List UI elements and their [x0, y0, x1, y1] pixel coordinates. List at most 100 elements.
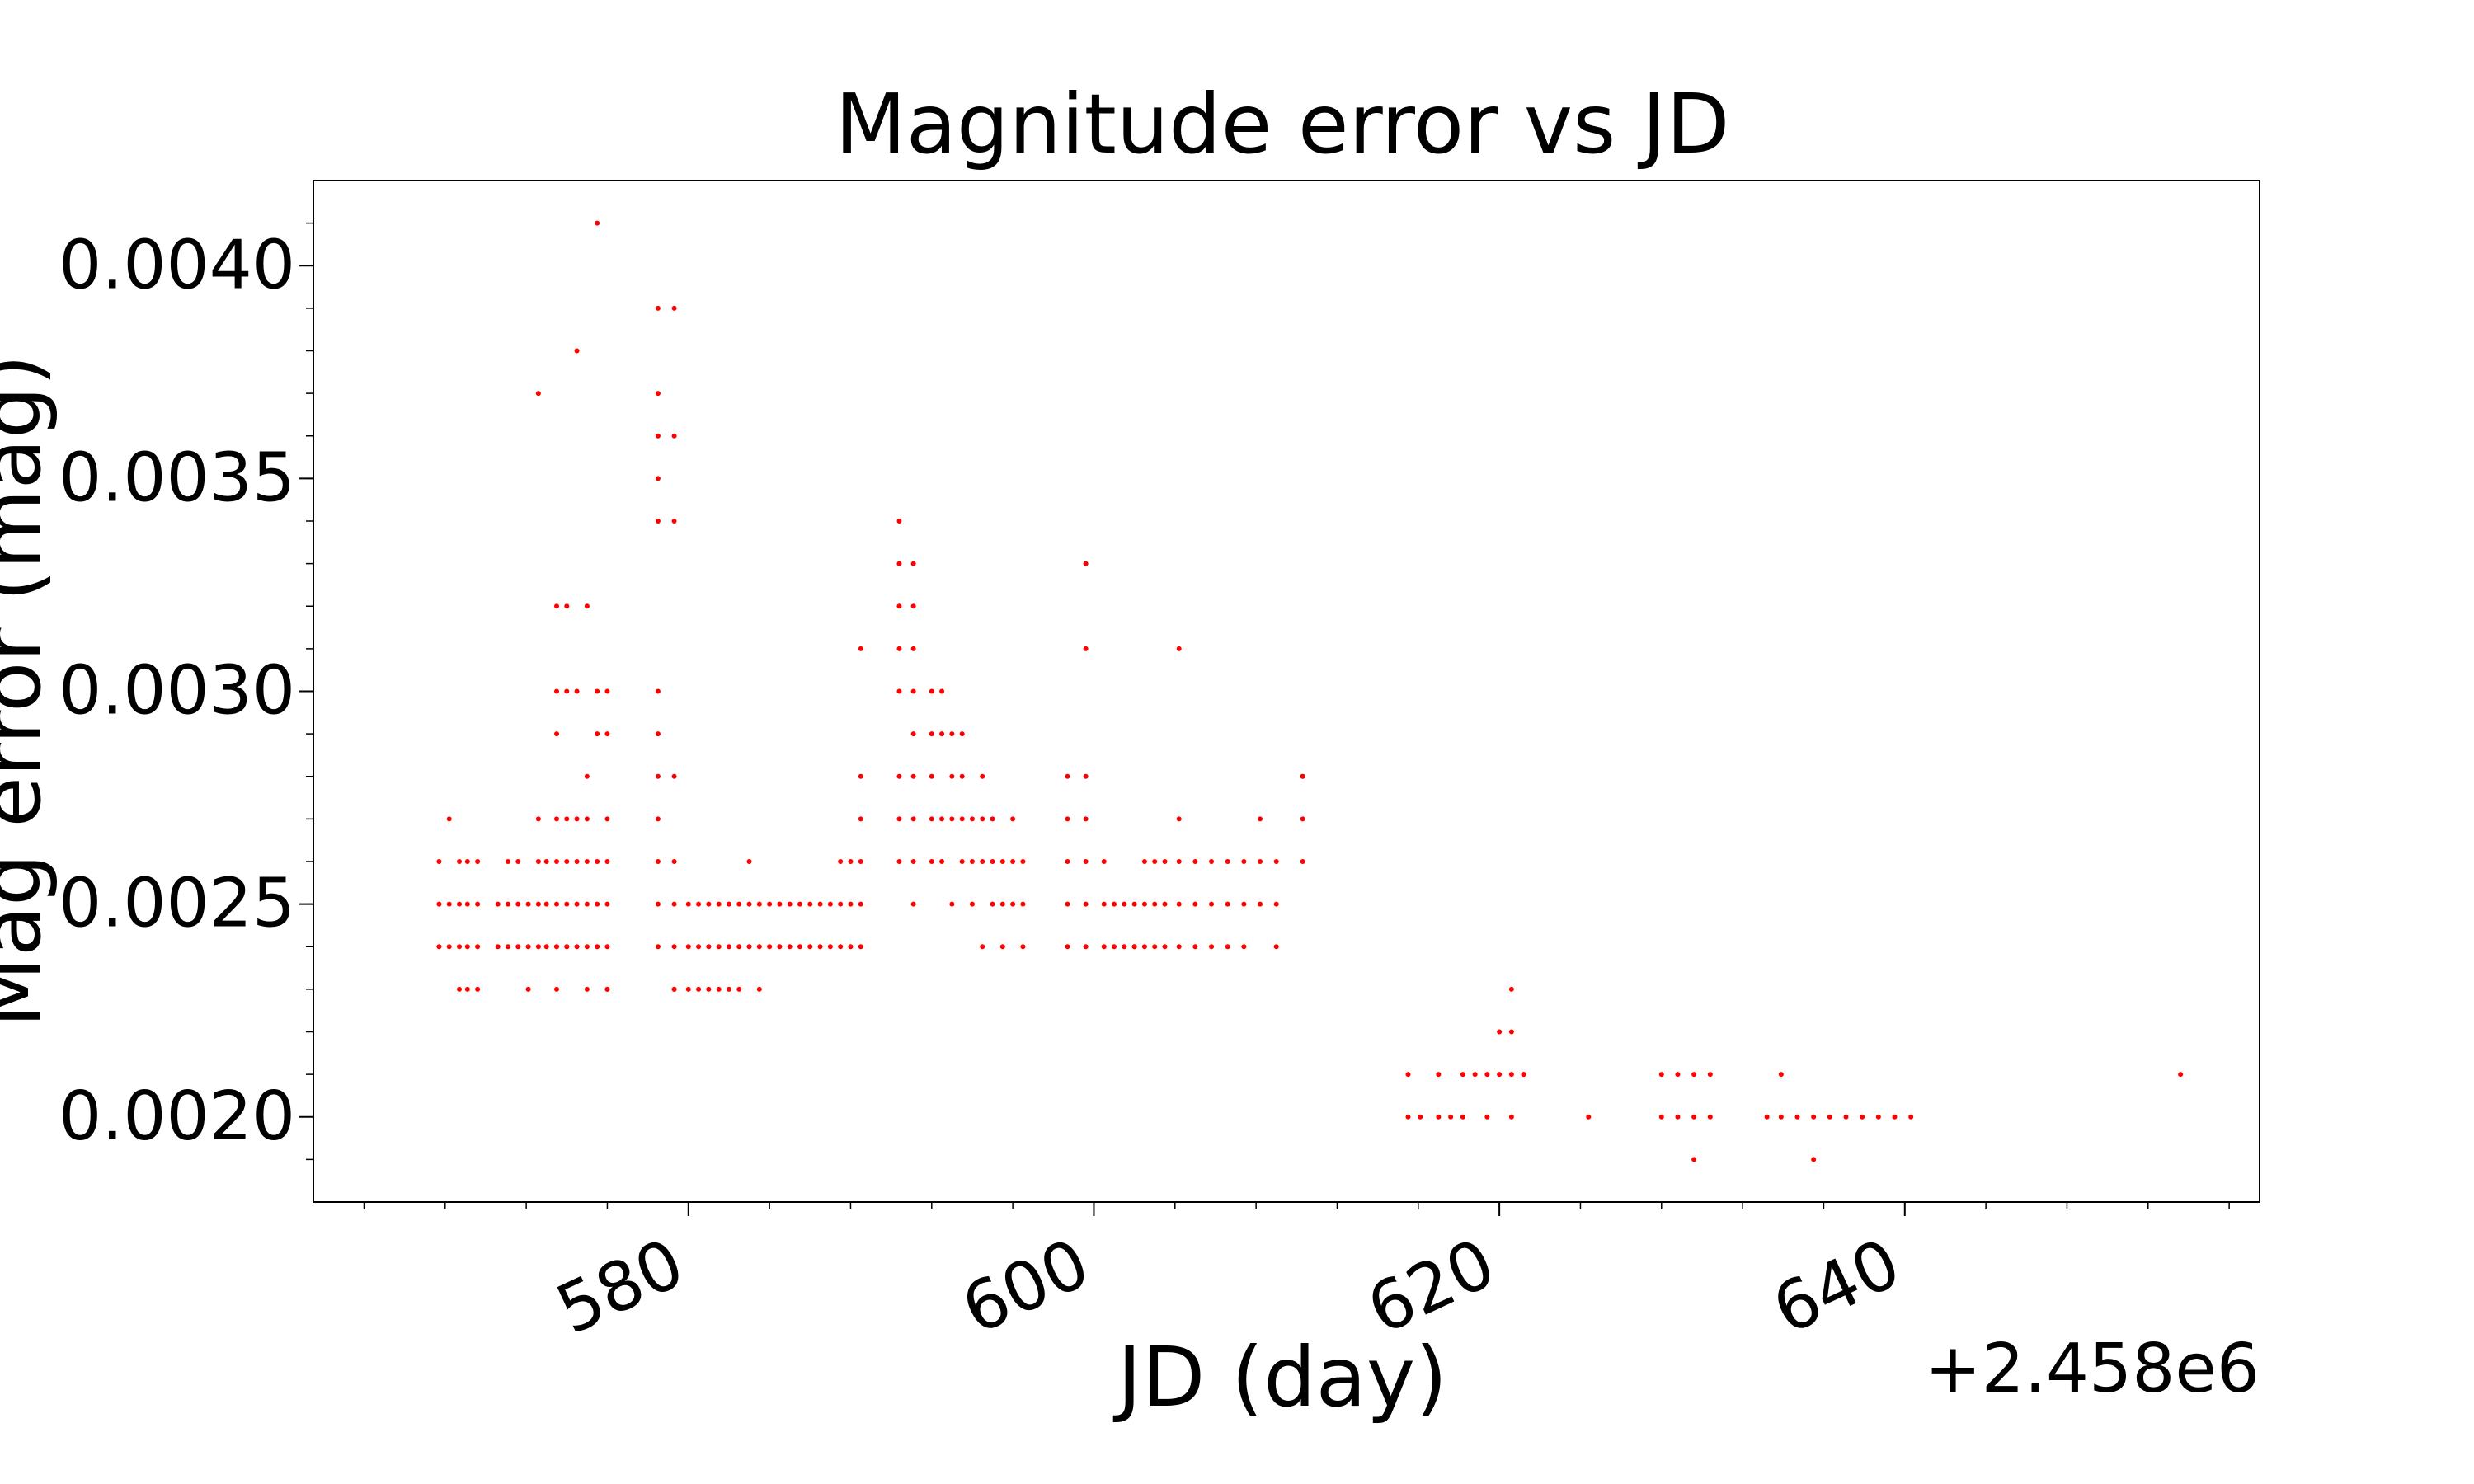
data-point [1141, 901, 1147, 907]
data-point [949, 731, 955, 737]
data-point [969, 901, 975, 907]
data-point [574, 859, 580, 864]
data-point [1875, 1114, 1881, 1120]
data-point [1405, 1072, 1411, 1078]
data-point [858, 646, 863, 651]
data-point [554, 603, 559, 609]
data-point [746, 859, 752, 864]
data-point [838, 859, 844, 864]
data-point [554, 901, 559, 907]
data-point [706, 901, 712, 907]
data-point [1811, 1114, 1817, 1120]
data-point [696, 901, 702, 907]
data-point [671, 859, 677, 864]
data-point [1658, 1114, 1664, 1120]
data-point [939, 731, 945, 737]
data-point [910, 688, 916, 694]
plot-frame [313, 180, 2260, 1203]
data-point [736, 901, 742, 907]
data-point [525, 901, 531, 907]
data-point [475, 986, 481, 992]
data-point [949, 816, 955, 822]
data-point [495, 944, 501, 950]
data-point [858, 944, 863, 950]
y-tick-label: 0.0030 [59, 652, 295, 730]
data-point [1436, 1114, 1442, 1120]
data-point [515, 859, 521, 864]
data-point [574, 901, 580, 907]
data-point [848, 859, 854, 864]
data-point [736, 986, 742, 992]
data-point [436, 901, 442, 907]
data-point [535, 816, 541, 822]
data-point [910, 561, 916, 566]
data-point [1101, 859, 1107, 864]
data-point [1484, 1072, 1490, 1078]
data-point [896, 859, 902, 864]
data-point [959, 859, 965, 864]
data-point [655, 433, 661, 439]
data-point [564, 603, 570, 609]
data-point [999, 901, 1005, 907]
data-point [457, 859, 462, 864]
data-point [1472, 1072, 1478, 1078]
x-axis-label: JD (day) [1112, 1329, 1447, 1425]
data-point [446, 901, 452, 907]
data-point [1241, 944, 1247, 950]
data-point [1152, 901, 1158, 907]
data-point [475, 859, 481, 864]
data-point [574, 944, 580, 950]
data-point [604, 816, 610, 822]
data-point [1827, 1114, 1832, 1120]
data-point [1675, 1072, 1681, 1078]
data-point [446, 816, 452, 822]
data-point [1418, 1114, 1423, 1120]
data-point [716, 944, 722, 950]
x-tick-label: 580 [545, 1224, 695, 1350]
data-point [1083, 561, 1089, 566]
data-point [1152, 944, 1158, 950]
data-point [1300, 816, 1305, 822]
data-point [777, 944, 783, 950]
data-point [1258, 859, 1263, 864]
data-point [929, 688, 934, 694]
data-point [990, 816, 995, 822]
data-point [1141, 944, 1147, 950]
x-tick-label: 640 [1761, 1224, 1912, 1350]
data-point [896, 688, 902, 694]
data-point [604, 986, 610, 992]
data-point [475, 944, 481, 950]
data-point [929, 816, 934, 822]
data-points [436, 220, 2184, 1162]
data-point [706, 944, 712, 950]
data-point [999, 859, 1005, 864]
data-point [1131, 901, 1137, 907]
data-point [929, 731, 934, 737]
data-point [506, 859, 510, 864]
data-point [595, 220, 600, 226]
y-axis-label: Mag error (mag) [0, 355, 59, 1028]
data-point [706, 986, 712, 992]
data-point [1241, 901, 1247, 907]
data-point [949, 901, 955, 907]
data-point [604, 901, 610, 907]
data-point [543, 901, 549, 907]
data-point [1258, 816, 1263, 822]
data-point [1764, 1114, 1770, 1120]
data-point [990, 859, 995, 864]
data-point [671, 773, 677, 779]
data-point [436, 944, 442, 950]
data-point [980, 773, 985, 779]
data-point [1811, 1157, 1817, 1162]
data-point [1122, 944, 1127, 950]
data-point [685, 901, 691, 907]
data-point [929, 773, 934, 779]
data-point [1658, 1072, 1664, 1078]
data-point [554, 944, 559, 950]
data-point [535, 944, 541, 950]
data-point [475, 901, 481, 907]
data-point [604, 688, 610, 694]
data-point [858, 859, 863, 864]
data-point [574, 688, 580, 694]
data-point [1083, 816, 1089, 822]
